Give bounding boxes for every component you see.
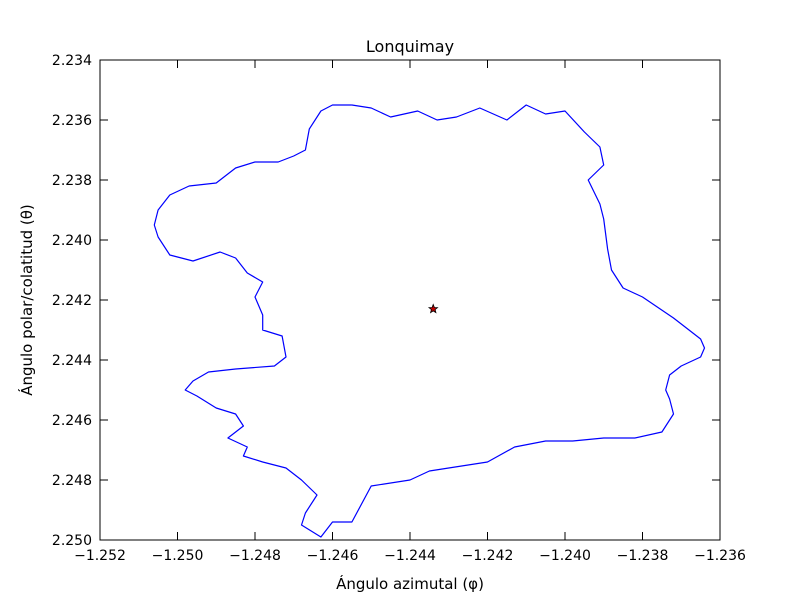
y-axis-label: Ángulo polar/colatitud (θ) — [17, 204, 36, 396]
y-tick-label: 2.246 — [52, 413, 92, 429]
x-axis: −1.252 −1.250 −1.248 −1.246 −1.244 −1.242 −1.2… — [74, 60, 746, 564]
y-axis: 2.234 2.236 2.238 2.240 2.242 2.244 2.246 2.248… — [52, 53, 720, 549]
y-tick-label: 2.238 — [52, 173, 92, 189]
y-tick-label: 2.236 — [52, 113, 92, 129]
boundary-line — [153, 104, 706, 538]
x-tick-label: −1.236 — [694, 548, 746, 564]
plot-frame — [99, 59, 721, 541]
y-tick-label: 2.250 — [52, 533, 92, 549]
y-tick-label: 2.234 — [52, 53, 92, 69]
x-tick-label: −1.252 — [74, 548, 126, 564]
chart-title: Lonquimay — [366, 37, 454, 56]
plot-content — [153, 104, 706, 538]
y-tick-label: 2.248 — [52, 473, 92, 489]
center-star-marker — [427, 303, 439, 314]
x-tick-label: −1.246 — [307, 548, 359, 564]
x-axis-label: Ángulo azimutal (φ) — [336, 574, 484, 593]
x-tick-label: −1.244 — [384, 548, 436, 564]
y-tick-label: 2.242 — [52, 293, 92, 309]
x-tick-label: −1.242 — [462, 548, 514, 564]
y-tick-label: 2.240 — [52, 233, 92, 249]
x-tick-label: −1.240 — [539, 548, 591, 564]
x-tick-label: −1.238 — [617, 548, 669, 564]
x-tick-label: −1.250 — [152, 548, 204, 564]
y-tick-label: 2.244 — [52, 353, 92, 369]
x-tick-label: −1.248 — [229, 548, 281, 564]
